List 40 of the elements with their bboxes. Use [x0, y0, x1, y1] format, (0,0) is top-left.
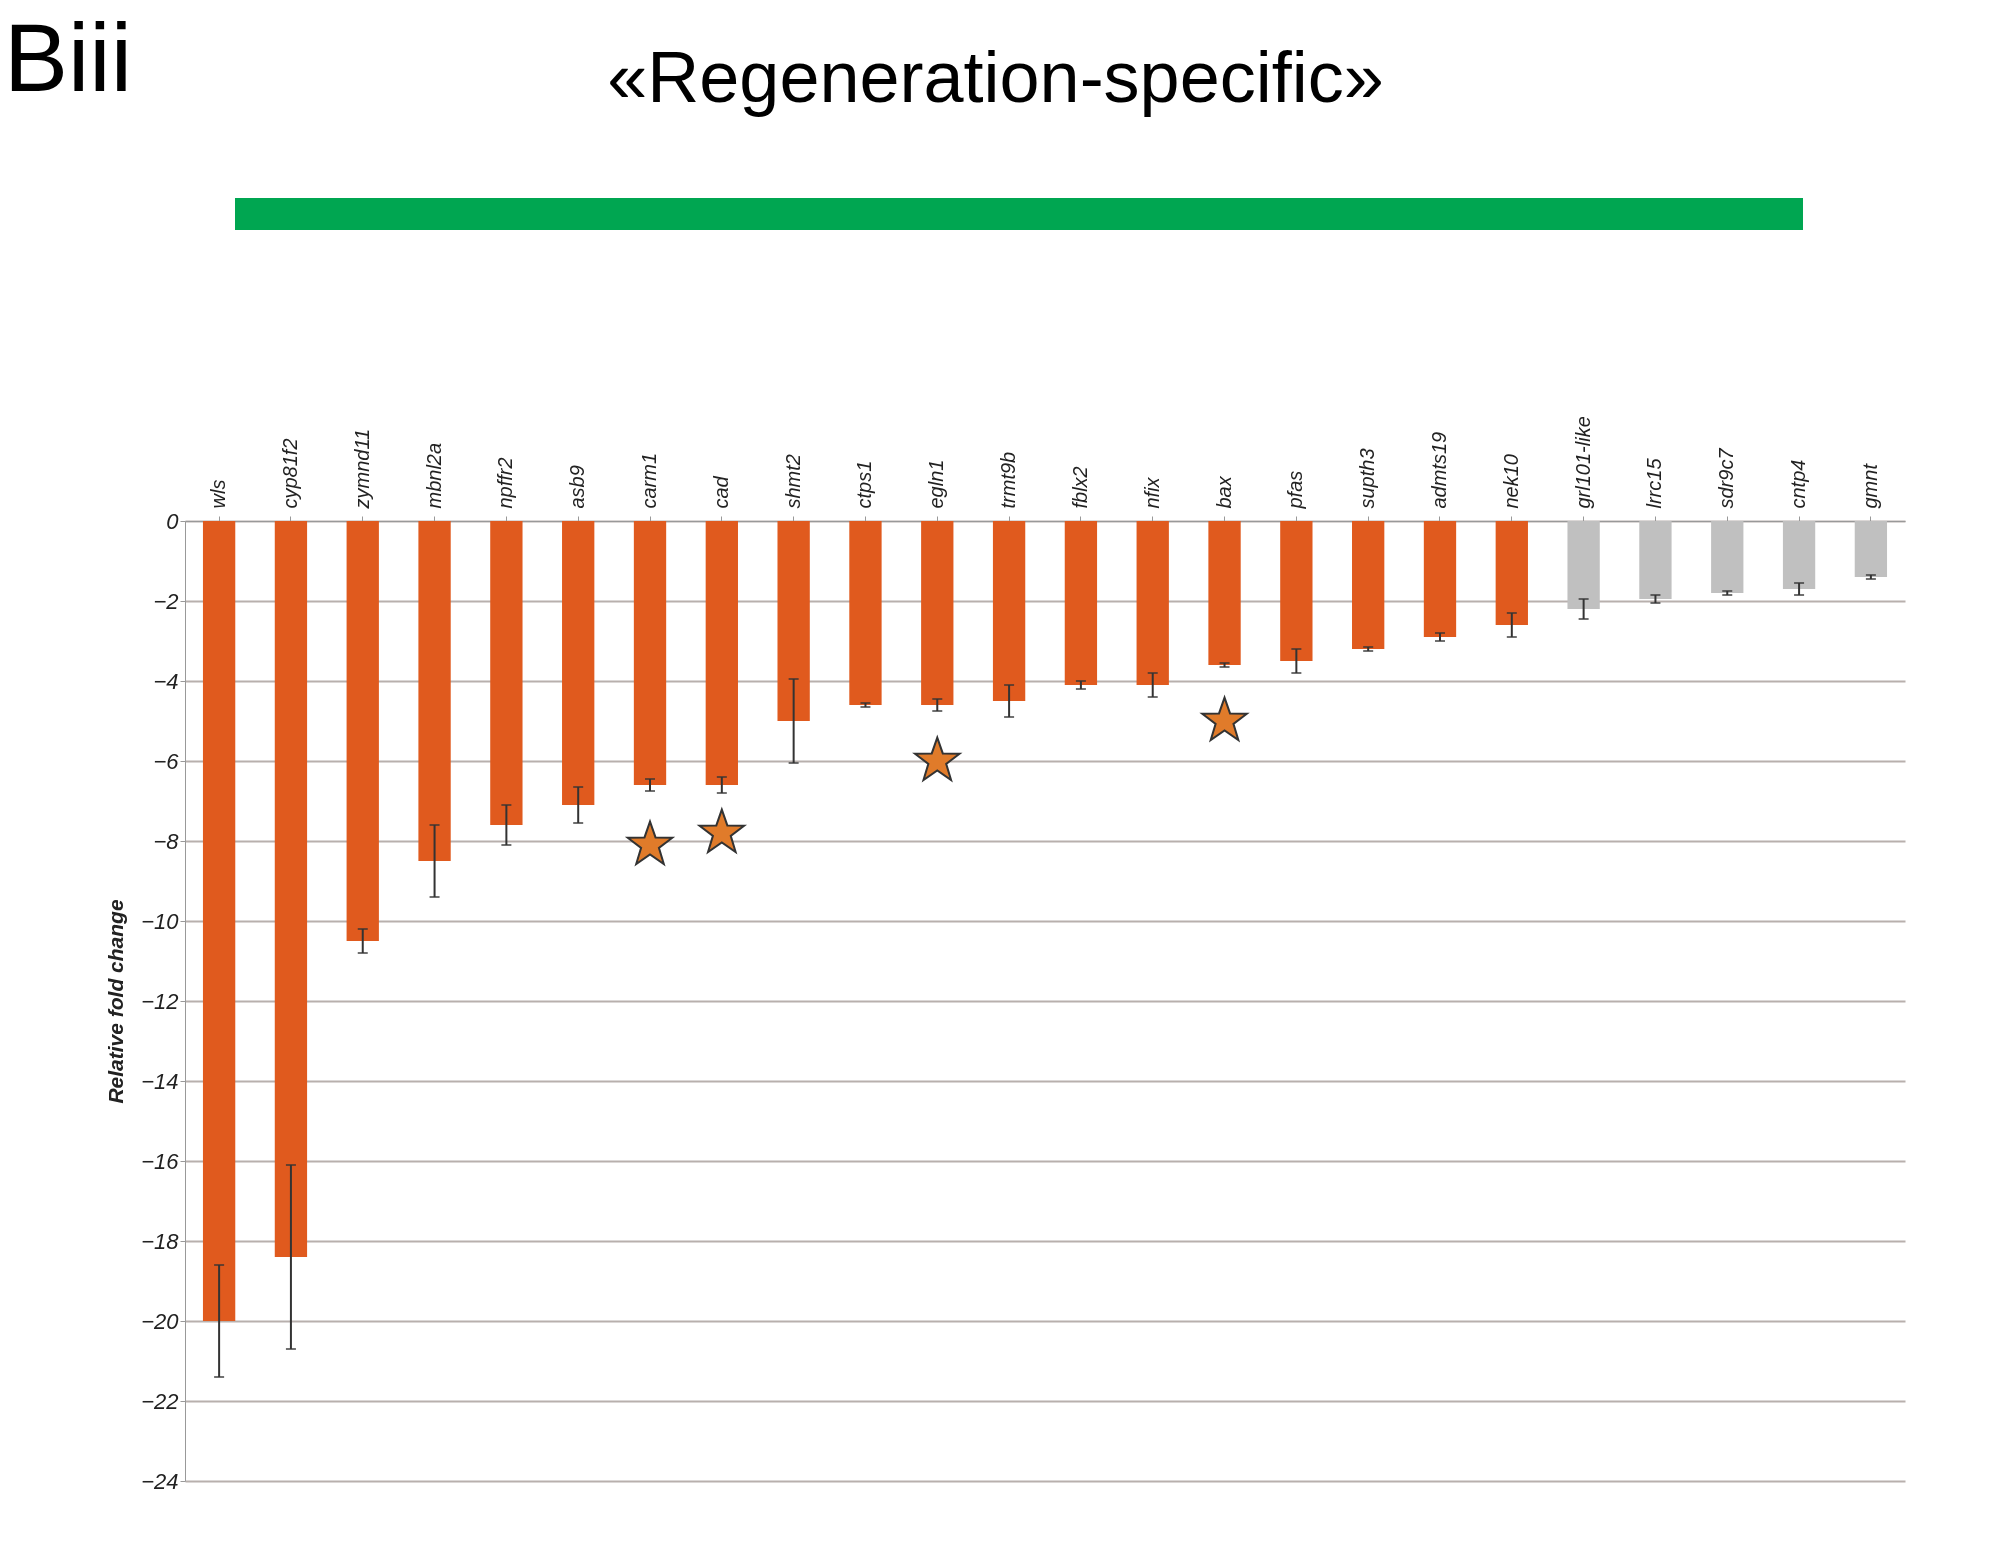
x-tick-label: cyp81f2 — [278, 438, 301, 509]
text: Biii — [4, 4, 133, 111]
x-tick-label: ctps1 — [853, 460, 876, 509]
x-tick-label: egln1 — [925, 459, 948, 509]
x-tick-label: gmnt — [1858, 462, 1881, 509]
x-tick-label: nek10 — [1499, 454, 1522, 509]
x-tick-label: wls — [207, 479, 230, 509]
x-tick-label: sdr9c7 — [1715, 447, 1738, 509]
y-tick-label: −14 — [141, 1068, 179, 1094]
x-tick-label: admts19 — [1427, 431, 1450, 509]
x-tick-label: pfas — [1284, 470, 1307, 510]
y-tick-label: −18 — [141, 1228, 180, 1254]
y-tick-label: −4 — [153, 668, 179, 694]
x-tick-label: grl101-like — [1571, 416, 1594, 509]
y-tick-label: −8 — [153, 828, 180, 854]
x-tick-label: nfix — [1140, 476, 1163, 509]
y-tick-label: −12 — [141, 988, 179, 1014]
x-tick-label: asb9 — [566, 465, 589, 509]
x-tick-label: carm1 — [638, 452, 661, 509]
y-tick-label: −22 — [141, 1388, 179, 1414]
y-tick-label: 0 — [166, 508, 180, 534]
y-tick-label: −16 — [141, 1148, 180, 1174]
x-tick-label: npffr2 — [494, 457, 517, 509]
x-tick-label: bax — [1212, 475, 1235, 509]
x-tick-label: supth3 — [1356, 448, 1379, 509]
y-tick-label: −6 — [153, 748, 180, 774]
x-tick-label: fblx2 — [1068, 466, 1091, 509]
x-tick-label: zymnd11 — [350, 428, 373, 510]
x-tick-label: shmt2 — [781, 454, 804, 509]
y-axis-title: Relative fold change — [104, 899, 128, 1104]
y-tick-label: −20 — [141, 1308, 180, 1334]
x-tick-label: mbnl2a — [422, 442, 445, 509]
y-tick-label: −10 — [141, 908, 180, 934]
chart-title: «Regeneration-specific» — [607, 37, 1384, 117]
x-tick-label: lrrc15 — [1643, 457, 1666, 509]
x-tick-label: trmt9b — [997, 451, 1020, 509]
y-tick-label: −2 — [153, 588, 179, 614]
x-tick-label: cad — [709, 475, 732, 509]
x-tick-label: cntp4 — [1787, 459, 1810, 509]
y-tick-label: −24 — [141, 1468, 179, 1494]
